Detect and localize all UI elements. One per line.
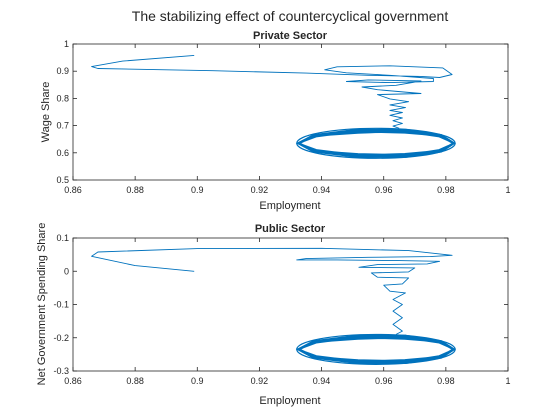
x-tick-label: 0.96 bbox=[375, 185, 393, 195]
x-tick-label: 1 bbox=[505, 185, 510, 195]
series-line bbox=[91, 247, 453, 335]
x-tick-label: 0.88 bbox=[126, 185, 144, 195]
public-sector-xlabel: Employment bbox=[259, 395, 320, 407]
y-tick-label: 0.8 bbox=[56, 93, 69, 103]
y-tick-label: -0.2 bbox=[53, 333, 69, 343]
public-sector-panel: Public Sector Employment Net Government … bbox=[36, 223, 511, 407]
axes-box bbox=[72, 237, 509, 372]
y-tick-label: 0.9 bbox=[56, 66, 69, 76]
x-tick-label: 0.86 bbox=[64, 185, 82, 195]
x-tick-label: 0.92 bbox=[251, 185, 269, 195]
x-tick-label: 0.98 bbox=[437, 376, 455, 386]
x-tick-label: 0.86 bbox=[64, 376, 82, 386]
x-tick-label: 0.94 bbox=[313, 376, 331, 386]
x-tick-label: 0.94 bbox=[313, 185, 331, 195]
x-tick-label: 0.92 bbox=[251, 376, 269, 386]
y-tick-label: 0.6 bbox=[56, 148, 69, 158]
y-tick-label: -0.1 bbox=[53, 300, 69, 310]
x-tick-label: 0.98 bbox=[437, 185, 455, 195]
axes-box bbox=[72, 43, 509, 181]
y-tick-label: 0 bbox=[64, 266, 69, 276]
x-tick-label: 1 bbox=[505, 376, 510, 386]
y-tick-label: 0.7 bbox=[56, 121, 69, 131]
attractor-cycle bbox=[295, 128, 456, 158]
attractor-cycle bbox=[295, 334, 456, 365]
attractor-outline bbox=[296, 127, 456, 159]
x-tick-label: 0.96 bbox=[375, 376, 393, 386]
private-sector-panel: Private Sector Employment Wage Share 0.8… bbox=[40, 30, 511, 212]
private-sector-plot-area: 0.86 0.88 0.9 0.92 0.94 0.96 0.98 1 0.5 0.6 0.7 0.8… bbox=[56, 39, 510, 195]
x-tick-label: 0.9 bbox=[191, 185, 204, 195]
figure-title: The stabilizing effect of countercyclica… bbox=[132, 8, 449, 24]
attractor-outline bbox=[296, 333, 456, 365]
y-tick-label: 0.1 bbox=[56, 233, 69, 243]
y-tick-label: 0.5 bbox=[56, 175, 69, 185]
public-sector-title: Public Sector bbox=[255, 223, 326, 235]
y-tick-label: -0.3 bbox=[53, 366, 69, 376]
y-tick-label: 1 bbox=[64, 39, 69, 49]
private-sector-title: Private Sector bbox=[253, 30, 328, 42]
public-sector-ylabel: Net Government Spending Share bbox=[36, 223, 48, 386]
series-line bbox=[91, 54, 453, 129]
x-tick-label: 0.9 bbox=[191, 376, 204, 386]
x-tick-label: 0.88 bbox=[126, 376, 144, 386]
public-sector-plot-area: 0.86 0.88 0.9 0.92 0.94 0.96 0.98 1 -0.3 -0.2 -0.1… bbox=[53, 233, 510, 386]
private-sector-xlabel: Employment bbox=[259, 200, 320, 212]
private-sector-ylabel: Wage Share bbox=[40, 82, 52, 143]
